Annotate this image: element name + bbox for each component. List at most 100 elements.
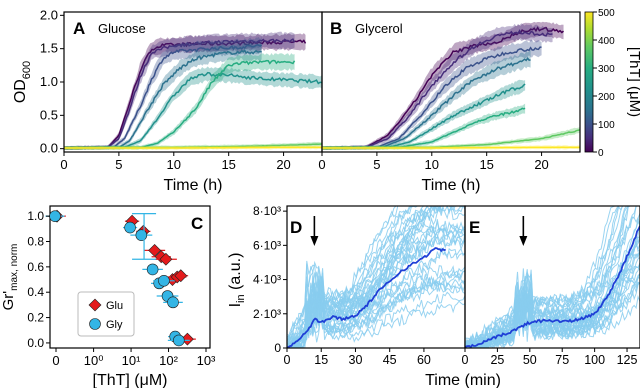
panel-b-x-ticks: 0 5 10 15 20 [318,152,549,172]
colorbar: 500 400 300 200 100 0 [ThT] (μM) [584,8,640,159]
panel-b-band-2 [322,39,542,150]
panel-e-frame [464,205,640,349]
panel-d-xtick-label: 30 [349,353,363,367]
panel-c-point-gly [124,221,136,234]
panel-d-letter: D [290,218,302,237]
panel-c-xlabel: [ThT] (μM) [93,372,168,388]
panel-c-ytick-label: 0.2 [27,311,44,325]
panel-c-xtick-label: 10³ [197,353,216,368]
panel-d-cell-trace [287,206,465,348]
panel-e-xtick-label: 25 [490,353,504,367]
panel-a-x-ticks: 0 5 10 15 20 [60,152,291,172]
panel-a-ytick-label: 1.5 [40,41,58,56]
colorbar-tick-label: 300 [598,64,615,75]
panel-c-point-glu [180,332,194,346]
panel-d-xtick-label: 45 [383,353,397,367]
colorbar-tick-label: 500 [598,8,615,19]
panel-e-xtick-label: 75 [555,353,569,367]
legend-marker-glu [88,298,102,312]
panel-a-y-ticks: 0.0 0.5 1.0 1.5 2.0 [40,7,64,156]
panel-b: 0 5 10 15 20 B Glycerol Time (h) [318,11,581,194]
legend-label-glu: Glu [106,300,123,312]
panel-b-xlabel: Time (h) [422,177,481,194]
panel-c-point-glu [174,269,188,283]
panel-d-xtick-label: 60 [417,353,431,367]
panel-b-band-4 [322,79,526,150]
panel-c-point-gly [173,334,185,347]
panel-c-point-gly [167,296,179,309]
panel-d-ytick-label: 0 [274,341,281,355]
panel-d-ytick-label: 6·10³ [253,238,281,252]
panel-d-traces [287,206,465,348]
panel-d-mean-line [287,247,447,348]
panel-c-ytick-label: 1.0 [27,209,44,223]
panel-a-ytick-label: 0.5 [40,107,58,122]
panel-c-x-ticks: 0 10⁰ 10¹ 10² 10³ [52,348,216,368]
panel-d-cell-trace [287,246,465,348]
panel-d-plot-area [287,206,465,348]
panel-a-ytick-label: 2.0 [40,7,58,22]
panel-b-xtick-label: 20 [534,157,548,172]
panel-c-plot-area [45,209,196,347]
panel-d-cell-trace [287,300,465,348]
panel-a-letter: A [73,19,85,38]
panel-b-xtick-label: 10 [425,157,439,172]
panel-d-cell-trace [287,206,465,348]
panel-c-ytick-label: 0.0 [27,336,44,350]
panel-b-letter: B [330,19,342,38]
panel-e-mean-line [465,225,640,348]
legend-label-gly: Gly [106,319,123,331]
panel-c-xtick-label: 10⁰ [84,353,104,368]
panel-c-point-gly [158,275,170,287]
panel-c-ytick-label: 0.6 [27,260,44,274]
panel-c-y-ticks: 0.0 0.2 0.4 0.6 0.8 1.0 [27,209,50,350]
panel-a-title: Glucose [98,21,146,36]
panel-c-point-gly [49,210,61,222]
panel-d-xtick-label: 15 [314,353,328,367]
panel-d-ylabel-sub: in [235,294,247,303]
panel-a-xtick-label: 5 [115,157,122,172]
panel-c-ylabel-main: Gr' [0,291,17,311]
panel-a-band-3 [64,43,262,150]
colorbar-label: [ThT] (μM) [626,47,640,117]
panel-b-band-1 [322,23,553,150]
colorbar-tick-label: 200 [598,92,615,103]
panel-e-xtick-label: 50 [523,353,537,367]
panel-d-cell-trace [287,280,465,346]
panel-d-cell-trace [287,233,465,348]
panel-c: 0 10⁰ 10¹ 10² 10³ 0.0 0.2 0.4 0.6 0.8 1.0 C [ThT]… [0,205,216,388]
colorbar-ticks: 500 400 300 200 100 0 [593,8,615,159]
panel-e-letter: E [469,218,480,237]
panel-d-ytick-label: 4·10³ [253,273,281,287]
panel-d-cell-trace [287,206,465,342]
panel-a-xtick-label: 0 [60,157,67,172]
panel-a-band-1 [64,31,295,150]
panel-c-point-gly [135,229,148,241]
panel-b-band-3 [322,49,531,150]
colorbar-tick-label: 0 [598,148,604,159]
panel-d-xtick-label: 0 [284,353,291,367]
panel-c-point-gly [146,263,159,276]
panel-d-ytick-label: 8·10³ [253,204,281,218]
panel-a-xtick-label: 20 [276,157,290,172]
panel-e-cell-trace [465,206,640,348]
panel-c-xtick-label: 10¹ [122,353,141,368]
panel-d: 0 15 30 45 60 0 2·10³ 4·10³ 6·10³ 8·10³ D Iin (a… [227,204,466,367]
panel-b-title: Glycerol [355,21,403,36]
panel-e-x-ticks: 0 25 50 75 100 125 [462,348,638,367]
panel-a-ylabel-main: OD [12,79,29,103]
panel-c-ylabel: Gr'max, norm [0,244,20,311]
panel-c-ytick-label: 0.4 [27,285,44,299]
panel-c-ylabel-sub: max, norm [9,244,20,291]
panel-c-xtick-label: 10² [159,353,178,368]
panel-e-xtick-label: 125 [617,353,638,367]
panel-e-plot-area [465,206,640,348]
colorbar-tick-label: 100 [598,120,615,131]
panel-e-xtick-label: 0 [462,353,469,367]
panel-a-ytick-label: 0.0 [40,141,58,156]
colorbar-tick-label: 400 [598,36,615,47]
panel-a-plot-area [63,31,323,151]
panel-e-traces [465,206,640,348]
panel-a-xtick-label: 15 [221,157,235,172]
panel-d-y-ticks: 0 2·10³ 4·10³ 6·10³ 8·10³ [253,204,287,355]
